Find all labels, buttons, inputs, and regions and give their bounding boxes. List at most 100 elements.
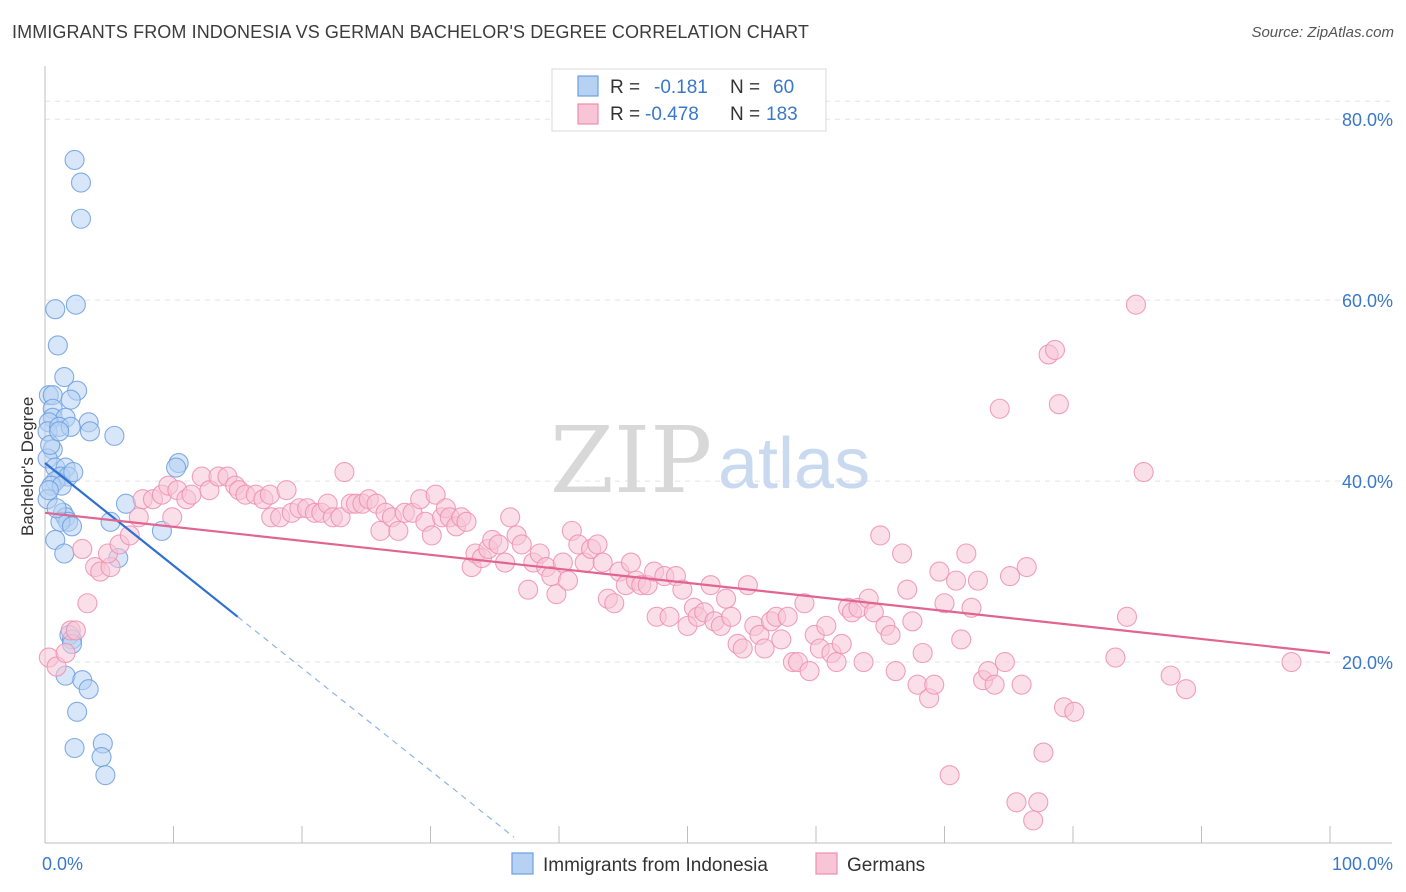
point-germans (604, 593, 625, 614)
point-germans (816, 615, 837, 636)
point-germans (77, 593, 98, 614)
point-indonesia (91, 747, 112, 768)
point-germans (1023, 810, 1044, 831)
watermark: ZIP atlas (550, 407, 870, 514)
y-tick-label: 80.0% (1342, 110, 1393, 130)
point-germans (1125, 294, 1147, 315)
point-germans (951, 629, 972, 650)
point-germans (388, 520, 409, 541)
point-germans (511, 534, 532, 555)
x-tick-label: 100.0% (1332, 854, 1393, 874)
point-indonesia (79, 421, 101, 442)
point-germans (771, 629, 792, 650)
point-indonesia (54, 543, 75, 564)
point-germans (1160, 665, 1181, 686)
y-tick-label: 40.0% (1342, 472, 1393, 492)
point-germans (1044, 339, 1066, 360)
point-indonesia (65, 294, 86, 315)
point-germans (587, 534, 608, 555)
legend-n-value-1: 60 (773, 77, 794, 98)
point-germans (518, 579, 539, 600)
point-germans (1176, 679, 1197, 700)
legend-r-label-1: R = (610, 77, 640, 98)
point-germans (1006, 792, 1027, 813)
point-germans (929, 561, 950, 582)
point-indonesia (49, 421, 70, 442)
point-germans (892, 543, 913, 564)
point-germans (794, 593, 815, 614)
point-germans (1064, 701, 1085, 722)
point-germans (162, 507, 183, 528)
point-indonesia (64, 149, 85, 170)
trend-line-germans (44, 511, 1331, 655)
point-germans (885, 661, 906, 682)
point-germans (1281, 652, 1302, 673)
legend-r-value-1: -0.181 (654, 77, 708, 98)
point-indonesia (54, 367, 75, 388)
legend-n-label-1: N = (730, 77, 760, 98)
y-tick-label: 60.0% (1342, 291, 1393, 311)
point-germans (897, 579, 918, 600)
bottom-legend-label-indonesia: Immigrants from Indonesia (543, 855, 768, 876)
point-germans (967, 570, 988, 591)
point-germans (1033, 742, 1054, 763)
point-germans (1105, 647, 1126, 668)
point-indonesia (47, 335, 68, 356)
point-germans (425, 484, 446, 505)
point-germans (853, 652, 874, 673)
point-germans (777, 606, 798, 627)
legend-n-value-2: 183 (766, 104, 798, 125)
point-indonesia (70, 172, 92, 193)
point-germans (994, 652, 1015, 673)
gridlines (45, 100, 1392, 663)
point-indonesia (95, 765, 116, 786)
point-germans (799, 661, 820, 682)
point-germans (912, 642, 933, 664)
point-indonesia (64, 737, 85, 759)
point-germans (880, 624, 901, 645)
point-indonesia (166, 457, 187, 478)
point-germans (1016, 557, 1037, 578)
point-germans (672, 579, 693, 600)
legend-r-label-2: R = (610, 104, 640, 125)
point-germans (334, 462, 355, 483)
point-germans (721, 606, 742, 627)
point-germans (456, 511, 477, 532)
point-germans (831, 633, 852, 655)
point-germans (737, 575, 758, 596)
point-germans (989, 398, 1010, 419)
watermark-atlas: atlas (718, 424, 870, 504)
point-germans (500, 507, 521, 528)
y-axis-label: Bachelor's Degree (18, 397, 37, 536)
bottom-legend-label-germans: Germans (847, 855, 925, 876)
point-germans (754, 638, 775, 659)
point-germans (732, 638, 753, 659)
point-germans (65, 620, 86, 641)
point-indonesia (78, 679, 99, 700)
point-germans (620, 552, 642, 573)
point-germans (1048, 394, 1069, 415)
point-germans (181, 484, 202, 505)
bottom-legend: Immigrants from Indonesia Germans (511, 852, 925, 876)
point-germans (902, 611, 923, 632)
point-germans (55, 642, 76, 664)
point-indonesia (45, 299, 66, 320)
bottom-legend-swatch-germans (815, 852, 838, 875)
point-germans (259, 484, 280, 505)
source-note: Source: ZipAtlas.com (1251, 24, 1394, 41)
watermark-zip: ZIP (550, 407, 712, 514)
bottom-legend-swatch-indonesia (511, 852, 534, 875)
y-tick-labels: 20.0% 40.0% 60.0% 80.0% (1342, 110, 1393, 673)
point-germans (1011, 674, 1032, 695)
trend-lines (44, 462, 1331, 838)
point-germans (659, 606, 680, 627)
x-tick-label: 0.0% (42, 854, 83, 874)
legend-box: R = -0.181 N = 60 R = -0.478 N = 183 (551, 68, 827, 132)
trend-extension-indonesia (237, 616, 515, 838)
point-germans (934, 593, 955, 614)
point-germans (946, 570, 967, 591)
point-germans (421, 525, 442, 546)
legend-n-label-2: N = (730, 104, 760, 125)
point-germans (488, 534, 509, 555)
